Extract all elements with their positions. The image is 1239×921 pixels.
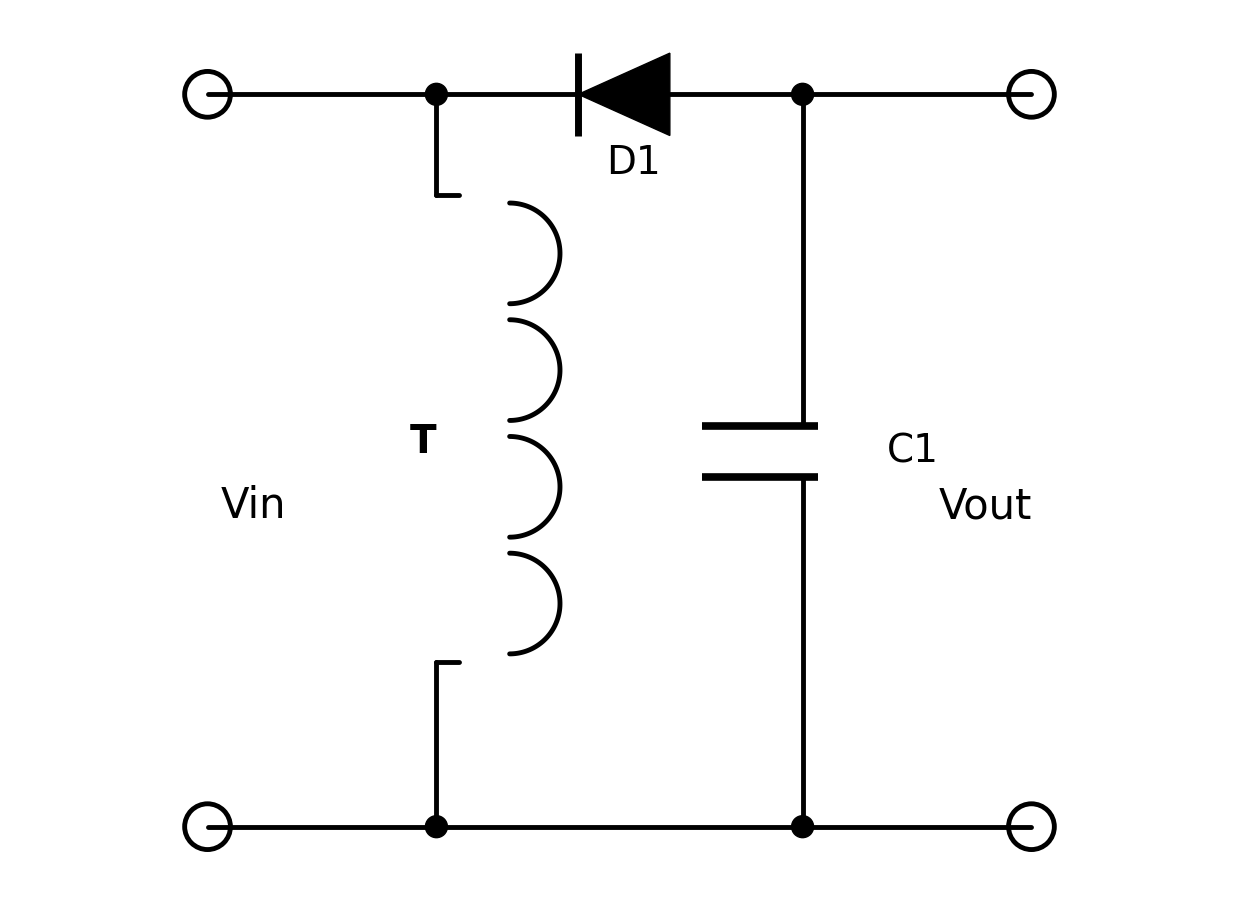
Circle shape (425, 83, 447, 105)
Circle shape (792, 816, 814, 838)
Circle shape (792, 83, 814, 105)
Circle shape (425, 816, 447, 838)
Text: Vout: Vout (939, 485, 1032, 527)
Text: Vin: Vin (221, 485, 286, 527)
Text: T: T (409, 423, 436, 461)
Polygon shape (579, 53, 670, 135)
Text: D1: D1 (606, 144, 660, 182)
Text: C1: C1 (886, 432, 938, 471)
